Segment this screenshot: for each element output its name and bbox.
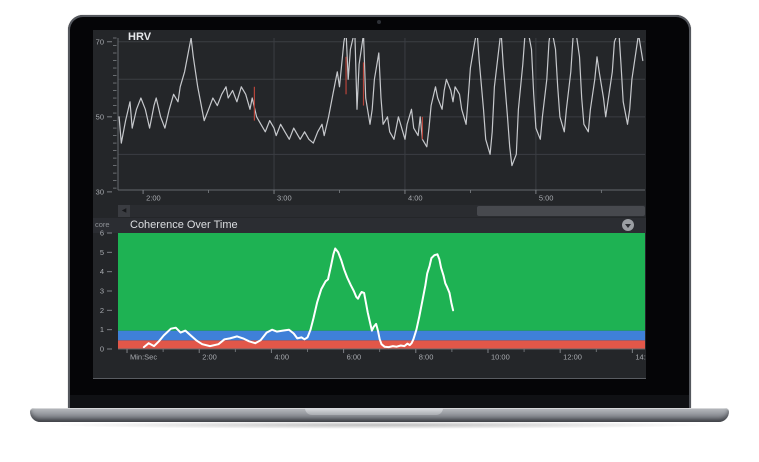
y-tick-label: 6 xyxy=(100,229,104,238)
y-tick-label: 50 xyxy=(96,112,104,121)
laptop-screen-bezel: HRV 70 50 30 2:00 3:00 4:00 5:00 ◀ core Cohere… xyxy=(68,15,691,408)
coherence-chart: 6 5 4 3 2 1 0 Min:Sec 2:00 4:00 6:00 8:00 10:00 12:00… xyxy=(93,225,646,363)
laptop-hinge xyxy=(70,395,689,408)
x-tick-label: 5:00 xyxy=(539,194,554,203)
x-tick-label: 2:00 xyxy=(146,194,161,203)
y-tick-label: 0 xyxy=(100,345,104,354)
y-tick-label: 5 xyxy=(100,248,104,257)
app-screen: HRV 70 50 30 2:00 3:00 4:00 5:00 ◀ core Cohere… xyxy=(93,30,646,379)
x-tick-label: 10:00 xyxy=(491,353,510,362)
collapse-panel-button[interactable] xyxy=(622,219,634,231)
scrollbar-thumb[interactable] xyxy=(477,206,645,216)
y-tick-label: 1 xyxy=(100,325,104,334)
laptop-shadow xyxy=(44,421,715,429)
zone-band xyxy=(118,330,645,341)
x-tick-label: Min:Sec xyxy=(130,353,157,362)
y-tick-label: 2 xyxy=(100,306,104,315)
x-tick-label: 14:00 xyxy=(635,353,646,362)
x-tick-label: 8:00 xyxy=(419,353,434,362)
y-tick-label: 30 xyxy=(96,187,104,196)
y-tick-label: 3 xyxy=(100,287,104,296)
laptop-base xyxy=(30,408,729,422)
horizontal-scrollbar[interactable]: ◀ xyxy=(118,205,645,217)
webcam-dot xyxy=(377,20,381,24)
coherence-panel-header: core Coherence Over Time xyxy=(93,218,646,233)
coherence-plot: 6 5 4 3 2 1 0 Min:Sec 2:00 4:00 6:00 8:00 10:00 12:00… xyxy=(100,229,646,362)
hrv-line xyxy=(118,38,644,167)
hrv-plot: 70 50 30 2:00 3:00 4:00 5:00 xyxy=(96,37,645,203)
y-tick-label: 4 xyxy=(100,267,104,276)
zone-band xyxy=(118,233,645,331)
coherence-chart-title: Coherence Over Time xyxy=(130,219,238,231)
x-tick-label: 6:00 xyxy=(347,353,362,362)
x-tick-label: 3:00 xyxy=(277,194,292,203)
x-tick-label: 4:00 xyxy=(408,194,423,203)
x-tick-label: 4:00 xyxy=(274,353,289,362)
y-tick-label: 70 xyxy=(96,37,104,46)
clipped-edge-label: core xyxy=(95,220,110,229)
chevron-down-icon xyxy=(625,224,631,228)
laptop-base-notch xyxy=(305,408,443,415)
zone-band xyxy=(118,340,645,349)
coherence-line xyxy=(142,247,455,349)
hrv-chart: 70 50 30 2:00 3:00 4:00 5:00 xyxy=(93,30,646,204)
x-tick-label: 12:00 xyxy=(563,353,582,362)
x-tick-label: 2:00 xyxy=(202,353,217,362)
scrollbar-left-arrow-icon[interactable]: ◀ xyxy=(118,205,130,217)
